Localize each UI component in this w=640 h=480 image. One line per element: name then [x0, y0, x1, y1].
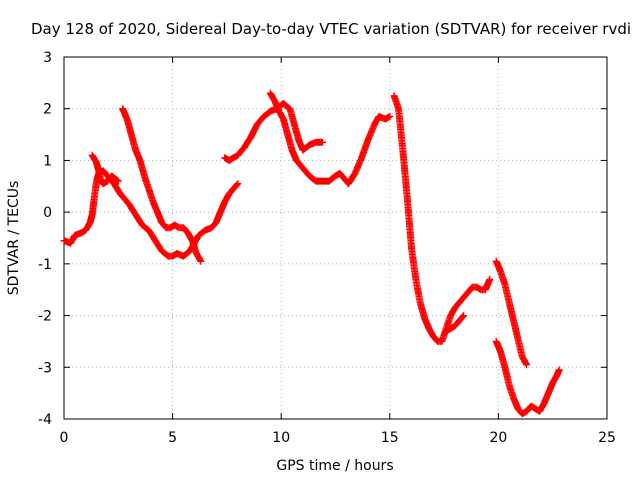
y-tick-label: 3 — [43, 50, 52, 66]
point-marks — [60, 167, 242, 260]
point-marks — [119, 105, 205, 265]
data-points — [60, 89, 563, 418]
point-marks — [390, 92, 494, 345]
y-axis-label: SDTVAR / TECUs — [6, 181, 22, 296]
series-G — [442, 312, 468, 335]
x-axis-label: GPS time / hours — [276, 458, 393, 474]
x-tick-label: 20 — [489, 430, 507, 446]
series-F — [390, 92, 494, 345]
y-tick-label: 0 — [43, 205, 52, 221]
y-tick-label: 1 — [43, 153, 52, 169]
series-E — [266, 89, 394, 188]
series-B — [88, 151, 122, 188]
point-marks — [492, 337, 563, 418]
chart-title: Day 128 of 2020, Sidereal Day-to-day VTE… — [31, 20, 631, 38]
point-marks — [492, 257, 531, 369]
x-tick-label: 25 — [598, 430, 616, 446]
x-tick-label: 5 — [168, 430, 177, 446]
series-H — [492, 257, 531, 369]
y-tick-label: 2 — [43, 102, 52, 118]
series-A — [60, 167, 242, 260]
series-I — [492, 337, 563, 418]
point-marks — [88, 151, 122, 188]
y-tick-label: -1 — [38, 257, 52, 273]
y-tick-label: -3 — [38, 360, 52, 376]
axis-ticks: 0 5 10 15 20 25 -4 -3 -2 -1 0 1 2 3 — [38, 50, 616, 446]
series-C — [119, 105, 205, 265]
x-tick-label: 10 — [272, 430, 290, 446]
x-tick-label: 0 — [60, 430, 69, 446]
point-marks — [221, 100, 326, 164]
point-marks — [442, 312, 468, 335]
y-tick-label: -2 — [38, 309, 52, 325]
series-D — [221, 100, 326, 164]
point-marks — [266, 89, 394, 188]
y-tick-label: -4 — [38, 412, 52, 428]
x-tick-label: 15 — [381, 430, 399, 446]
